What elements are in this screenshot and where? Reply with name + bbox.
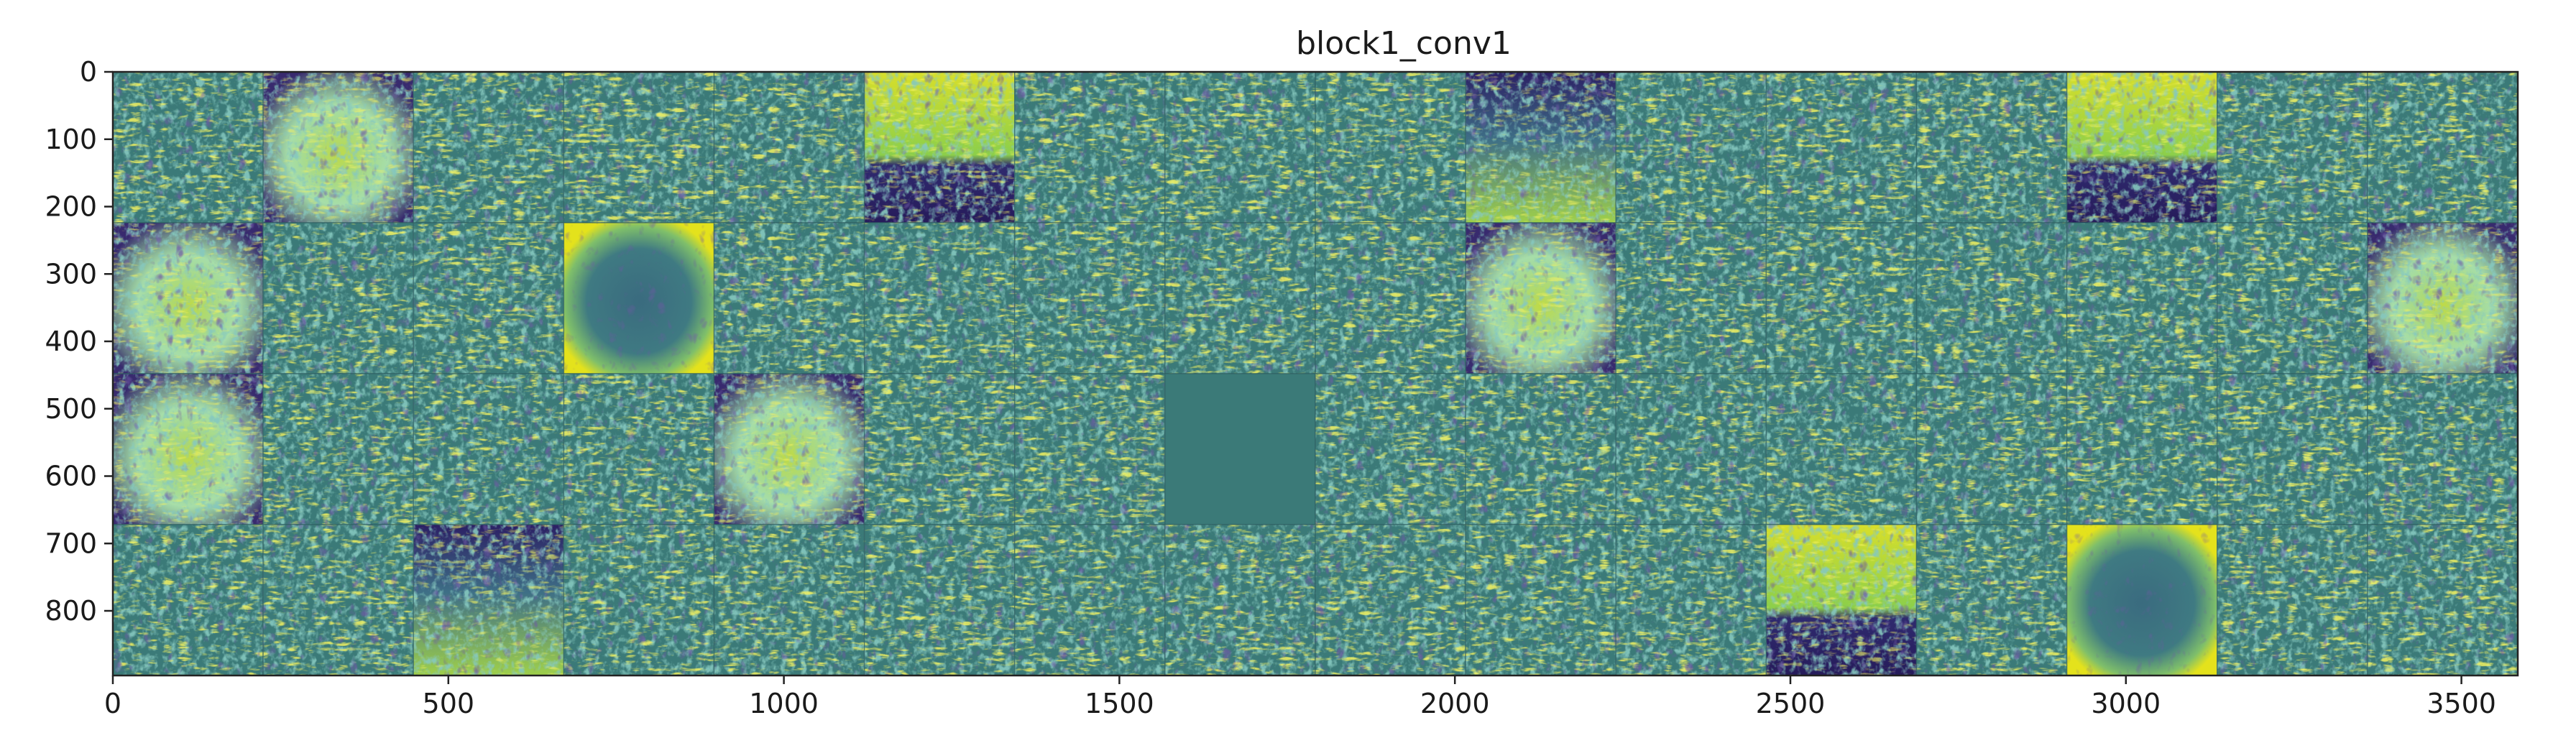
feature-map-tile	[2066, 222, 2218, 374]
feature-map-tile	[1465, 524, 1616, 676]
x-tick-label: 500	[423, 688, 475, 719]
feature-map-tile	[2217, 222, 2368, 374]
feature-map-tile	[1315, 71, 1466, 223]
feature-map-tile	[112, 373, 264, 525]
feature-map-tile	[863, 71, 1016, 223]
feature-map-tile	[1615, 373, 1767, 525]
y-tick-label: 0	[80, 56, 97, 88]
feature-map-tile	[2217, 373, 2368, 525]
feature-map-tile	[2066, 71, 2218, 223]
feature-map-tile	[1765, 71, 1918, 223]
feature-map-tile	[713, 222, 865, 374]
x-tick-label: 0	[104, 688, 121, 719]
y-tick-label: 600	[45, 461, 97, 492]
y-tick-label: 800	[45, 595, 97, 627]
feature-map-tile	[1164, 373, 1316, 525]
feature-map-tile	[563, 524, 715, 676]
x-tick-label: 3000	[2091, 688, 2161, 719]
feature-map-tile	[262, 524, 414, 676]
feature-map-tile	[112, 71, 264, 223]
chart-title: block1_conv1	[1296, 25, 1512, 62]
feature-map-tile	[262, 71, 414, 223]
y-tick-label: 200	[45, 191, 97, 223]
feature-map-tile	[1164, 524, 1316, 676]
feature-map-tile	[413, 71, 565, 223]
feature-map-tile	[1014, 222, 1166, 374]
feature-map-tile	[1615, 222, 1767, 374]
feature-map-tile	[1465, 71, 1616, 223]
feature-map-tile	[2217, 71, 2368, 223]
y-axis: 0 100 200 300 400 500 600 700 800	[45, 56, 113, 627]
x-tick-label: 2000	[1420, 688, 1490, 719]
x-tick-label: 3500	[2426, 688, 2496, 719]
feature-map-tile	[713, 373, 865, 525]
feature-map-tile	[2367, 222, 2518, 374]
feature-map-tile	[2367, 373, 2518, 525]
feature-map-tile	[2367, 524, 2518, 676]
feature-map-tile	[863, 373, 1016, 525]
feature-map-tile	[413, 373, 565, 525]
feature-map-tile	[1765, 524, 1918, 676]
feature-map-tile	[2367, 71, 2518, 223]
y-tick-label: 100	[45, 124, 97, 155]
feature-map-tile	[2217, 524, 2368, 676]
feature-map-tile	[563, 71, 715, 223]
feature-map-tile	[863, 524, 1016, 676]
feature-map-tile	[262, 373, 414, 525]
feature-map-tile	[1315, 222, 1466, 374]
feature-map-tile	[2066, 373, 2218, 525]
feature-map-tile	[1014, 524, 1166, 676]
feature-map-tile	[1164, 222, 1316, 374]
y-tick-label: 400	[45, 326, 97, 357]
feature-map-tile	[1915, 222, 2068, 374]
feature-map-tile	[413, 524, 565, 676]
feature-map-tile	[1615, 524, 1767, 676]
x-tick-label: 1500	[1085, 688, 1154, 719]
x-axis: 0 500 1000 1500 2000 2500 3000 3500	[104, 676, 2496, 719]
feature-map-tile	[713, 71, 865, 223]
feature-map-tile	[112, 222, 264, 374]
feature-map-tile	[1915, 71, 2068, 223]
plot-frame	[111, 70, 2519, 677]
feature-map-tile	[863, 222, 1016, 374]
y-tick-label: 500	[45, 393, 97, 425]
x-tick-label: 2500	[1756, 688, 1826, 719]
feature-map-tile	[1615, 71, 1767, 223]
feature-map-tile	[1465, 373, 1616, 525]
feature-map-tile	[1915, 373, 2068, 525]
y-tick-label: 300	[45, 258, 97, 290]
feature-map-tile	[262, 222, 414, 374]
feature-map-tile	[1315, 373, 1466, 525]
feature-map-tile	[2066, 524, 2218, 676]
feature-map-tile	[1765, 373, 1918, 525]
feature-map-tile	[563, 222, 715, 374]
feature-map-tile	[1915, 524, 2068, 676]
feature-map-tile	[713, 524, 865, 676]
feature-map-tile	[1465, 222, 1616, 374]
x-tick-label: 1000	[749, 688, 819, 719]
feature-map-tile	[1765, 222, 1918, 374]
feature-map-tile	[112, 524, 264, 676]
feature-map-grid	[112, 71, 2518, 676]
y-tick-label: 700	[45, 527, 97, 559]
feature-map-tile	[563, 373, 715, 525]
feature-map-tile	[1014, 373, 1166, 525]
feature-map-tile	[1014, 71, 1166, 223]
feature-map-tile	[413, 222, 565, 374]
feature-map-tile	[1164, 71, 1316, 223]
feature-map-tile	[1315, 524, 1466, 676]
